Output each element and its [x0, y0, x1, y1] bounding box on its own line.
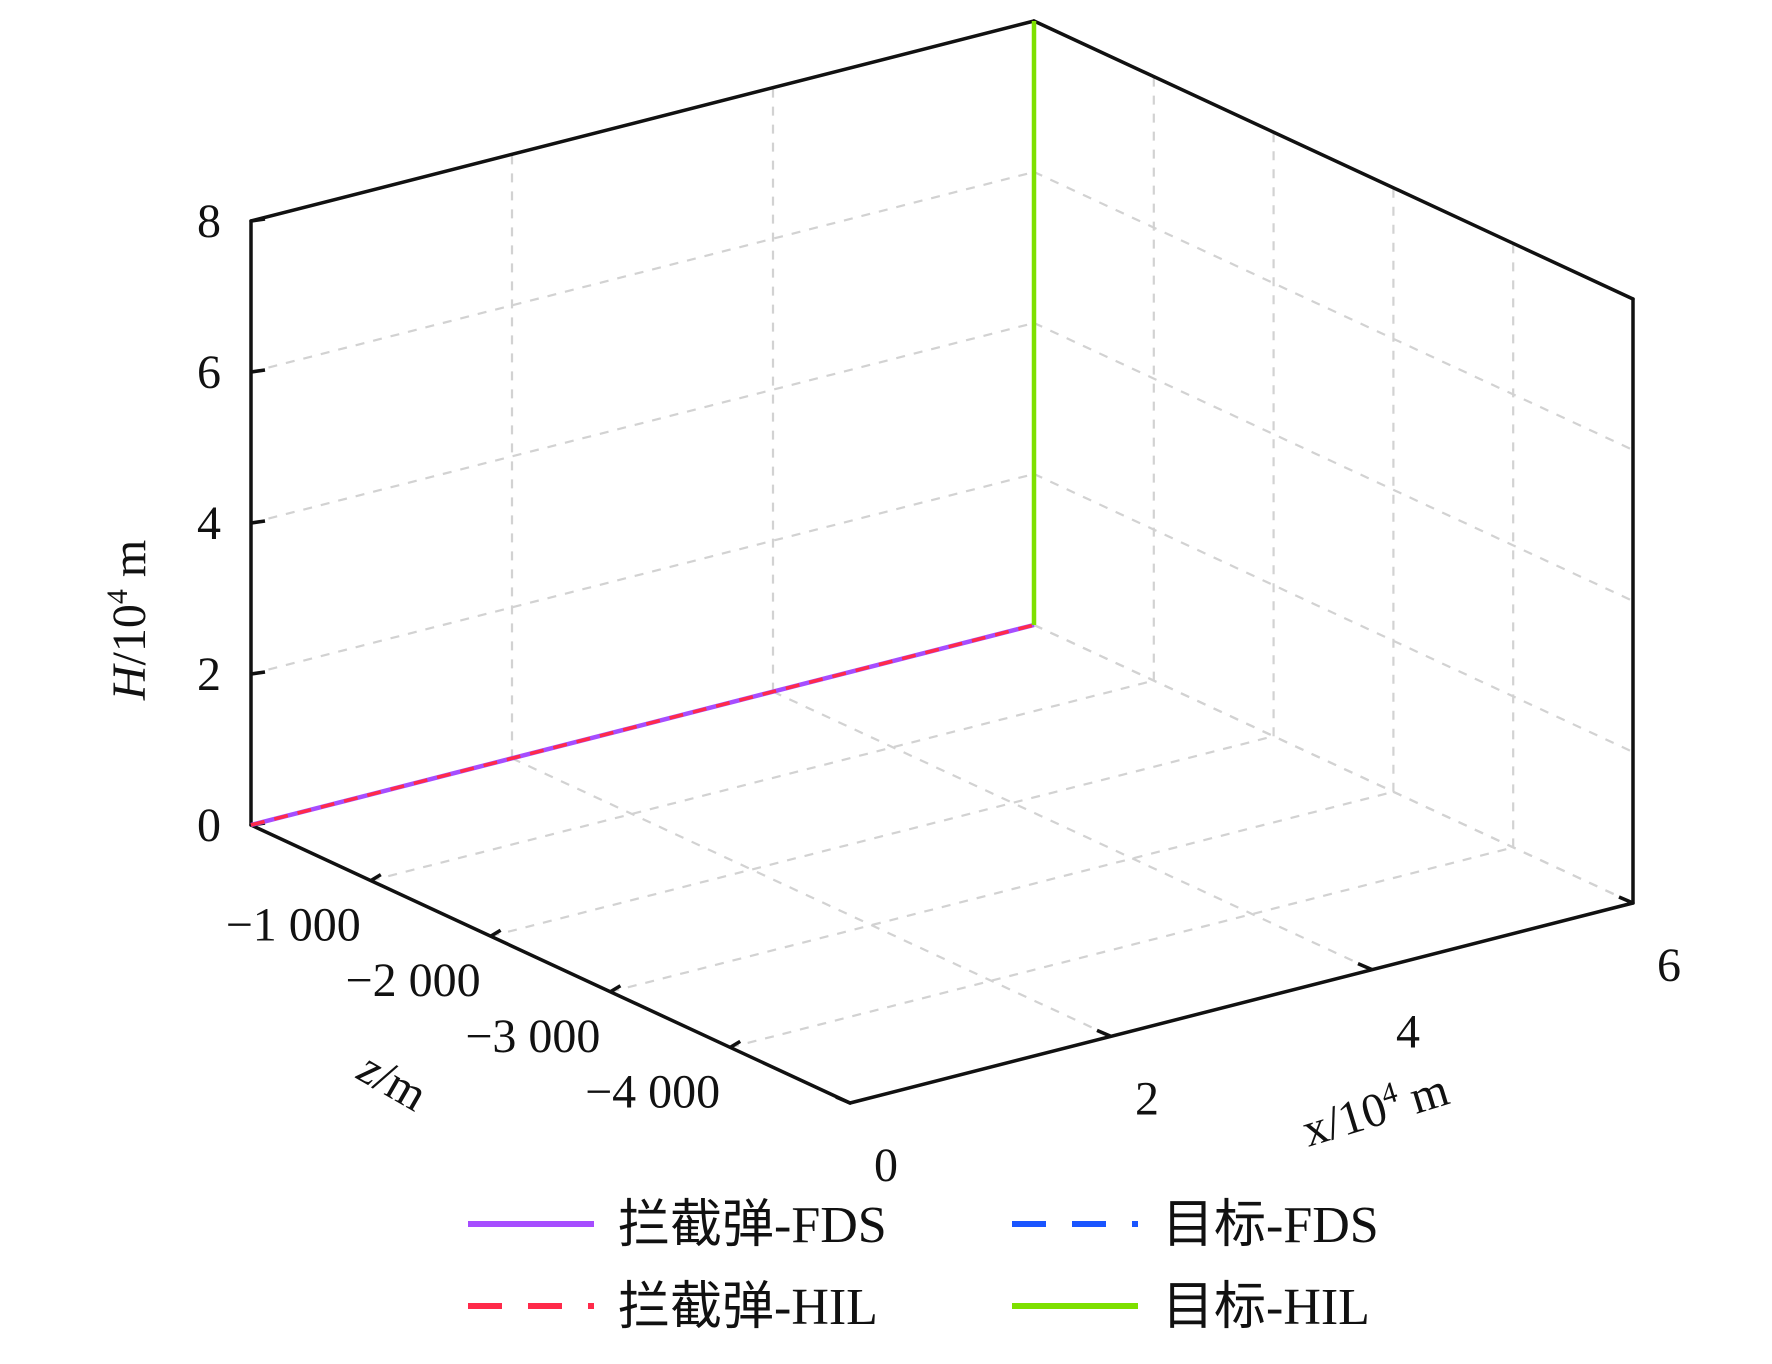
grid-line — [729, 846, 1514, 1049]
box-edge — [249, 823, 852, 1105]
h-tick-label: 2 — [197, 648, 221, 701]
series-line — [250, 623, 1035, 827]
grid-line — [250, 321, 1035, 525]
grid-line — [511, 757, 1112, 1038]
h-axis-tick-labels: 0 2 4 6 8 — [197, 195, 221, 852]
legend-label: 拦截弹-HIL — [618, 1279, 878, 1336]
x-tick-label: 2 — [1135, 1072, 1159, 1125]
grid-line — [1033, 473, 1634, 753]
h-tick-label: 6 — [197, 346, 221, 399]
legend-label: 拦截弹-FDS — [618, 1197, 887, 1254]
h-tick-label: 0 — [197, 799, 221, 852]
grid-line — [1033, 171, 1634, 451]
x-tick-label: 4 — [1396, 1006, 1420, 1059]
z-axis-label: z/m — [349, 1041, 436, 1122]
grid-line — [490, 735, 1274, 938]
box-edge — [1032, 19, 1635, 301]
legend-label: 目标-FDS — [1162, 1197, 1379, 1254]
x-axis-tick-labels: 0 2 4 6 — [874, 939, 1681, 1192]
x-axis-label: x/104 m — [1296, 1061, 1455, 1157]
h-tick-mark — [250, 519, 266, 525]
h-tick-mark — [250, 368, 266, 374]
axes-box — [249, 19, 1635, 1105]
h-tick-mark — [250, 217, 266, 223]
z-tick-mark — [369, 873, 382, 883]
h-tick-label: 8 — [197, 195, 221, 248]
h-tick-label: 4 — [197, 497, 221, 550]
grid-line — [1033, 624, 1634, 904]
grid-line — [1033, 322, 1634, 602]
grid-line — [250, 472, 1035, 676]
x-tick-label: 0 — [874, 1139, 898, 1192]
x-tick-label: 6 — [1657, 939, 1681, 992]
grid-line — [610, 790, 1394, 993]
h-tick-mark — [250, 670, 266, 676]
z-axis-tick-labels: −1 000−2 000−3 000−4 000 — [226, 899, 720, 1119]
grid-lines — [249, 19, 1634, 1104]
legend-label: 目标-HIL — [1162, 1279, 1370, 1336]
z-tick-label: −1 000 — [226, 899, 361, 952]
legend: 拦截弹-FDS 目标-FDS 拦截弹-HIL 目标-HIL — [468, 1197, 1379, 1336]
x-tick-mark — [835, 1095, 851, 1105]
series-lines — [250, 21, 1037, 828]
h-axis-label: H/104 m — [101, 540, 156, 701]
box-edge — [249, 19, 1036, 223]
z-tick-label: −2 000 — [346, 954, 481, 1007]
z-tick-mark — [609, 984, 622, 994]
x-tick-mark — [1096, 1028, 1112, 1038]
grid-line — [250, 170, 1035, 374]
grid-line — [772, 690, 1373, 971]
z-tick-label: −4 000 — [585, 1065, 720, 1118]
box-edge — [848, 901, 1635, 1105]
z-tick-mark — [729, 1039, 742, 1049]
z-tick-label: −3 000 — [465, 1010, 600, 1063]
x-tick-mark — [1357, 962, 1373, 972]
x-tick-mark — [1618, 895, 1634, 905]
grid-line — [370, 679, 1155, 882]
z-tick-mark — [489, 928, 502, 938]
